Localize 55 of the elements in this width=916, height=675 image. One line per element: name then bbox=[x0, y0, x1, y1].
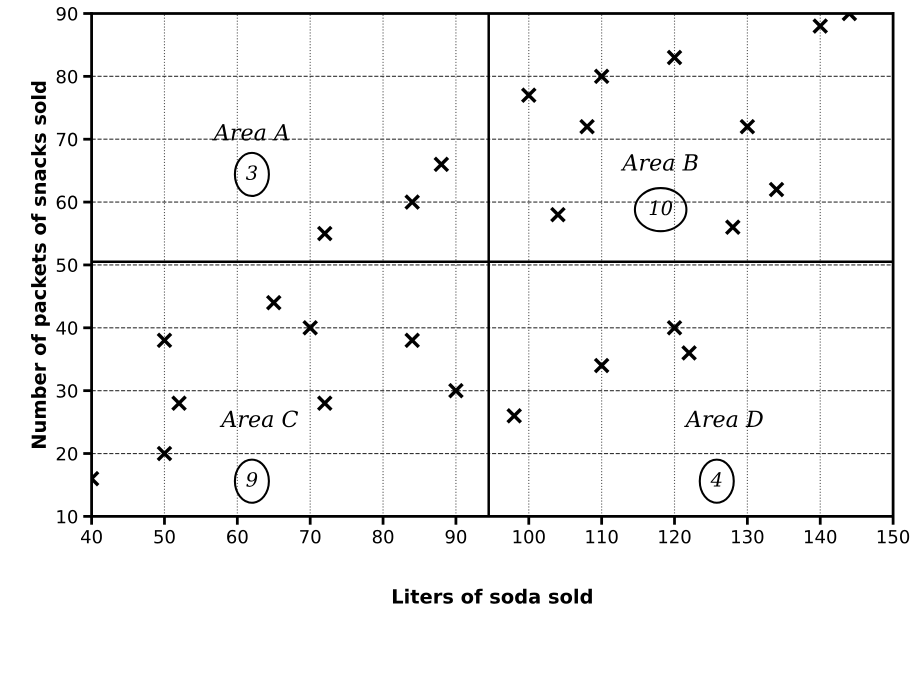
point bbox=[265, 294, 282, 311]
point bbox=[550, 206, 566, 223]
point bbox=[666, 319, 683, 336]
annotation: 10 bbox=[650, 200, 672, 216]
x-tick-label: 50 bbox=[154, 530, 175, 544]
x-tick-label: 100 bbox=[514, 530, 545, 544]
x-tick-label: 110 bbox=[586, 530, 618, 544]
point bbox=[578, 118, 596, 135]
point bbox=[739, 118, 756, 135]
point bbox=[812, 18, 829, 34]
point bbox=[680, 344, 698, 362]
y-tick-label: 10 bbox=[57, 510, 78, 524]
x-tick-label: 140 bbox=[804, 530, 836, 544]
y-tick-label: 80 bbox=[56, 70, 78, 84]
annotation: 3 bbox=[246, 165, 257, 180]
x-tick-label: 90 bbox=[446, 530, 466, 544]
x-tick-label: 60 bbox=[227, 530, 248, 544]
y-tick-label: 60 bbox=[56, 196, 78, 210]
y-tick-label: 30 bbox=[56, 384, 78, 398]
point bbox=[666, 49, 683, 66]
point bbox=[156, 332, 173, 349]
x-tick-label: 120 bbox=[659, 530, 691, 544]
annotation: Area D bbox=[684, 410, 763, 428]
annotation: 4 bbox=[710, 472, 722, 487]
annotation: 9 bbox=[246, 472, 258, 487]
x-tick-label: 80 bbox=[372, 530, 394, 544]
y-tick-label: 70 bbox=[56, 132, 78, 146]
x-tick-label: 130 bbox=[732, 530, 764, 544]
annotation: Area B bbox=[620, 154, 698, 171]
point bbox=[506, 407, 523, 424]
point bbox=[404, 194, 421, 210]
point bbox=[404, 332, 421, 349]
point bbox=[302, 319, 319, 336]
x-tick-label: 40 bbox=[80, 530, 102, 544]
point bbox=[724, 218, 742, 236]
point bbox=[316, 394, 334, 412]
annotation: Area C bbox=[220, 410, 298, 428]
point bbox=[593, 68, 610, 85]
point bbox=[156, 445, 173, 462]
annotation: Area A bbox=[212, 124, 289, 141]
point bbox=[433, 156, 450, 173]
y-tick-label: 90 bbox=[56, 6, 78, 21]
x-tick-label: 150 bbox=[878, 530, 910, 544]
y-tick-label: 50 bbox=[56, 258, 78, 272]
point bbox=[316, 225, 334, 242]
point bbox=[448, 382, 464, 399]
y-tick-label: 40 bbox=[56, 321, 78, 335]
point bbox=[520, 86, 538, 104]
y-tick-label: 20 bbox=[56, 446, 78, 461]
point bbox=[768, 181, 785, 198]
y-axis-title: Number of packets of snacks sold bbox=[31, 82, 50, 448]
x-tick-label: 70 bbox=[300, 530, 320, 544]
point bbox=[593, 357, 610, 374]
x-axis-title: Liters of soda sold bbox=[392, 588, 592, 604]
point bbox=[170, 394, 188, 412]
